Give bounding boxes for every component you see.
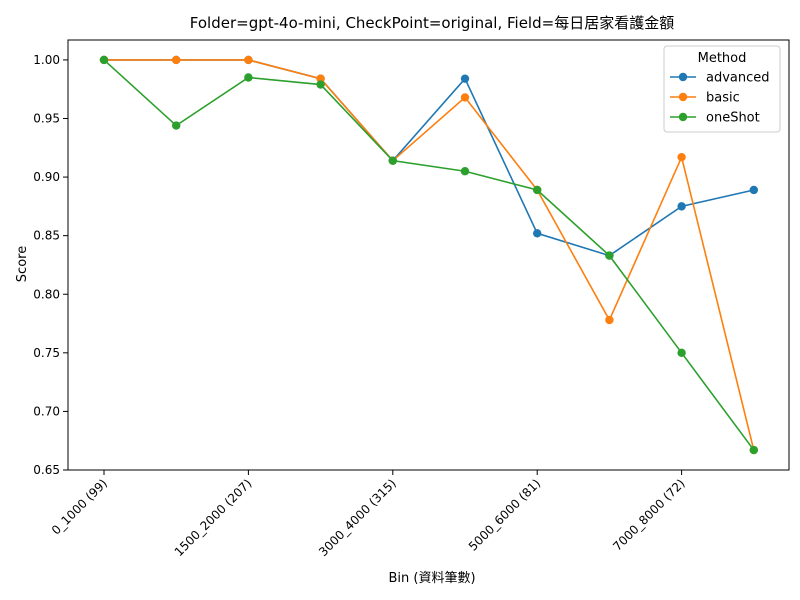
data-point-basic — [244, 55, 253, 65]
y-tick-label: 0.65 — [33, 463, 60, 477]
y-tick-label: 0.75 — [33, 346, 60, 360]
legend-label-oneShot: oneShot — [706, 111, 760, 126]
legend-marker-advanced — [678, 72, 688, 82]
x-tick-label: 3000_4000 (315) — [316, 476, 399, 559]
y-axis: 0.65 0.70 0.75 0.80 0.85 0.90 0.95 1.00 — [33, 53, 68, 477]
data-point-oneShot — [677, 348, 686, 358]
legend: Method advanced basic oneShot — [663, 45, 781, 133]
x-tick-label: 0_1000 (99) — [49, 476, 110, 537]
data-point-oneShot — [244, 73, 253, 82]
data-point-oneShot — [99, 55, 109, 65]
data-point-oneShot — [316, 80, 325, 89]
data-point-oneShot — [749, 445, 758, 455]
data-point-oneShot — [533, 185, 542, 195]
data-point-basic — [172, 55, 181, 65]
data-point-advanced — [460, 74, 470, 83]
legend-box — [663, 45, 781, 133]
data-point-basic — [460, 93, 470, 102]
series-advanced — [99, 55, 758, 260]
y-tick-label: 1.00 — [33, 53, 60, 67]
legend-label-advanced: advanced — [706, 71, 770, 86]
x-tick-label: 7000_8000 (72) — [610, 476, 687, 553]
y-axis-title: Score — [15, 246, 30, 282]
series-line-advanced — [104, 59, 754, 257]
y-tick-label: 0.80 — [33, 287, 60, 301]
legend-marker-basic — [678, 92, 688, 102]
x-axis-title: Bin (資料筆數) — [388, 571, 475, 586]
data-point-advanced — [749, 185, 758, 195]
data-point-oneShot — [605, 251, 614, 260]
data-point-oneShot — [460, 167, 470, 176]
series-line-oneShot — [103, 59, 755, 451]
x-axis: 0_1000 (99) 1500_2000 (207) 3000_4000 (315… — [49, 470, 688, 559]
x-tick-label: 5000_6000 (81) — [466, 476, 543, 553]
legend-title: Method — [698, 51, 747, 66]
series-line-basic — [104, 59, 755, 451]
plot-frame — [67, 39, 790, 471]
data-point-advanced — [677, 202, 686, 211]
data-point-basic — [316, 74, 325, 83]
series-basic — [99, 55, 758, 455]
y-tick-label: 0.85 — [33, 229, 60, 243]
legend-label-basic: basic — [706, 91, 740, 106]
y-tick-label: 0.70 — [33, 404, 60, 418]
data-point-basic — [677, 152, 686, 162]
series-layer — [99, 55, 758, 455]
y-tick-label: 0.95 — [33, 112, 60, 126]
chart-title: Folder=gpt-4o-mini, CheckPoint=original,… — [190, 14, 674, 32]
x-tick-label: 1500_2000 (207) — [172, 476, 255, 559]
data-point-advanced — [533, 229, 542, 238]
series-oneShot — [99, 55, 758, 455]
data-point-oneShot — [388, 156, 397, 165]
plot-area — [67, 39, 790, 471]
data-point-oneShot — [172, 121, 181, 130]
y-tick-label: 0.90 — [33, 170, 60, 184]
data-point-basic — [605, 315, 614, 325]
legend-marker-oneShot — [678, 112, 688, 122]
